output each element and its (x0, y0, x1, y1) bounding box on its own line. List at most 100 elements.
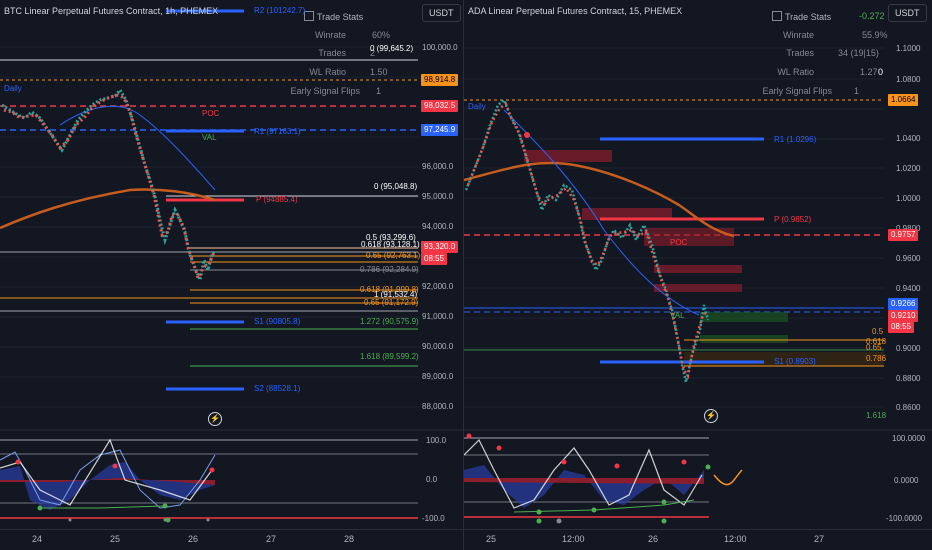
btc-chart-panel[interactable]: BTC Linear Perpetual Futures Contract, 1… (0, 0, 464, 550)
time-tick: 25 (110, 534, 121, 544)
price-tick: 0.8600 (896, 403, 921, 412)
checkbox-icon[interactable] (772, 11, 782, 21)
price-tick: 1.0800 (896, 75, 921, 84)
stats-key: WL Ratio (777, 67, 814, 77)
poc-label: POC (202, 109, 220, 118)
time-tick: 26 (188, 534, 199, 544)
stats-value: 1.27 (860, 67, 878, 77)
stats-value: 1 (376, 86, 382, 96)
fib-label: 0.5 (872, 327, 884, 336)
ada-stats-title-value: -0.272 (859, 11, 885, 21)
ada-time-axis[interactable]: 25 12:00 26 12:00 27 (464, 529, 932, 550)
time-tick: 28 (344, 534, 355, 544)
fib-label: 1.272 (90,575.9) (360, 317, 419, 326)
price-tick: 88,000.0 (422, 402, 454, 411)
btc-stats-title: Trade Stats (317, 12, 364, 22)
price-tick: 96,000.0 (422, 162, 454, 171)
time-tick: 25 (486, 534, 497, 544)
daily-label: Daily (468, 102, 486, 111)
poc-label: POC (670, 238, 688, 247)
time-tick: 12:00 (724, 534, 747, 544)
stats-key: Early Signal Flips (290, 86, 360, 96)
fib-label: 0.786 (92,284.9) (360, 265, 419, 274)
checkbox-icon[interactable] (304, 11, 314, 21)
fib-label: 1.618 (866, 411, 887, 420)
time-tick: 27 (266, 534, 277, 544)
s1-label: S1 (0.8903) (774, 357, 816, 366)
price-tag-poc: 98,032.5 (421, 100, 459, 112)
time-tick: 12:00 (562, 534, 585, 544)
price-tag-r1: 97,245.9 (421, 124, 459, 136)
price-tag-daily: 1.0664 (888, 94, 919, 106)
price-tag-level: 0.9266 (888, 298, 919, 310)
fib-label: 0.618 (91,999.8) (360, 285, 419, 294)
btc-currency-button[interactable]: USDT (422, 4, 461, 22)
fib-label: 0.65 (91,172.9) (364, 298, 419, 307)
price-tick: 0.9400 (896, 284, 921, 293)
price-tag-poc: 0.9757 (888, 229, 919, 241)
btc-chart-canvas[interactable] (0, 0, 463, 550)
lightning-icon[interactable]: ⚡ (208, 412, 222, 426)
ada-chart-canvas[interactable] (464, 0, 932, 550)
r1-label: R1 (1.0296) (774, 135, 817, 144)
s1-label: S1 (90805.8) (254, 317, 301, 326)
time-tick: 26 (648, 534, 659, 544)
price-tag-last: 93,320.0 (421, 241, 459, 253)
price-tag-countdown: 08:55 (421, 253, 448, 265)
stats-value: 1 (854, 86, 860, 96)
pivot-label: P (94885.4) (256, 195, 298, 204)
price-tick: 1.1000 (896, 44, 921, 53)
price-tick: 0.9000 (896, 344, 921, 353)
val-label: VAL (202, 133, 217, 142)
stats-key: Trades (318, 48, 346, 58)
price-tick: 92,000.0 (422, 282, 454, 291)
ada-currency-button[interactable]: USDT (888, 4, 927, 22)
fib-label: 0.65 (92,763.1) (366, 251, 421, 260)
stats-key: Early Signal Flips (762, 86, 832, 96)
btc-chart-title: BTC Linear Perpetual Futures Contract, 1… (4, 6, 219, 16)
fib-label: 0 (95,048.8) (374, 182, 418, 191)
stats-key: Winrate (782, 30, 814, 40)
stats-value: 55.9% (862, 30, 888, 40)
stats-extra-value: 0 (878, 67, 884, 77)
osc-tick: 100.0 (426, 436, 447, 445)
stats-value: 34 (19|15) (838, 48, 879, 58)
price-tick: 91,000.0 (422, 312, 454, 321)
stats-value: 2 (370, 48, 376, 58)
price-tick: 89,000.0 (422, 372, 454, 381)
s2-label: S2 (88528.1) (254, 384, 301, 393)
fib-label: 0 (99,645.2) (370, 44, 414, 53)
ada-stats-title: Trade Stats (785, 12, 832, 22)
daily-label: Daily (4, 84, 22, 93)
osc-tick: 100.0000 (892, 434, 926, 443)
time-tick: 24 (32, 534, 43, 544)
fib-label: 0.618 (93,128.1) (361, 240, 420, 249)
pivot-label: P (0.9852) (774, 215, 812, 224)
btc-time-axis[interactable]: 24 25 26 27 28 (0, 529, 463, 550)
r2-label: R2 (101242.7) (254, 6, 306, 15)
btc-candles (1, 87, 217, 286)
r1-label: R1 (97163.1) (254, 127, 301, 136)
stats-key: Trades (786, 48, 814, 58)
fib-label: 1 (91,532.4) (374, 290, 418, 299)
price-tag-last: 0.9210 (888, 310, 919, 322)
fib-label: 1.618 (89,599.2) (360, 352, 419, 361)
price-tick: 0.9600 (896, 254, 921, 263)
price-tick: 95,000.0 (422, 192, 454, 201)
fib-label: 0.5 (93,299.6) (366, 233, 416, 242)
osc-tick: -100.0 (422, 514, 445, 523)
stats-value: 1.50 (370, 67, 388, 77)
stats-value: 60% (372, 30, 391, 40)
osc-tick: -100.0000 (886, 514, 923, 523)
price-tick: 1.0200 (896, 164, 921, 173)
ada-chart-title: ADA Linear Perpetual Futures Contract, 1… (468, 6, 683, 16)
stats-key: WL Ratio (309, 67, 346, 77)
lightning-icon[interactable]: ⚡ (704, 409, 718, 423)
price-tick: 0.9800 (896, 224, 920, 233)
price-tick: 100,000.0 (422, 43, 458, 52)
fib-label: 0.65 (866, 343, 882, 352)
ada-chart-panel[interactable]: ADA Linear Perpetual Futures Contract, 1… (464, 0, 932, 550)
osc-tick: 0.0000 (894, 476, 919, 485)
price-tag-daily: 98,914.8 (421, 74, 459, 86)
price-tick: 1.0400 (896, 134, 921, 143)
